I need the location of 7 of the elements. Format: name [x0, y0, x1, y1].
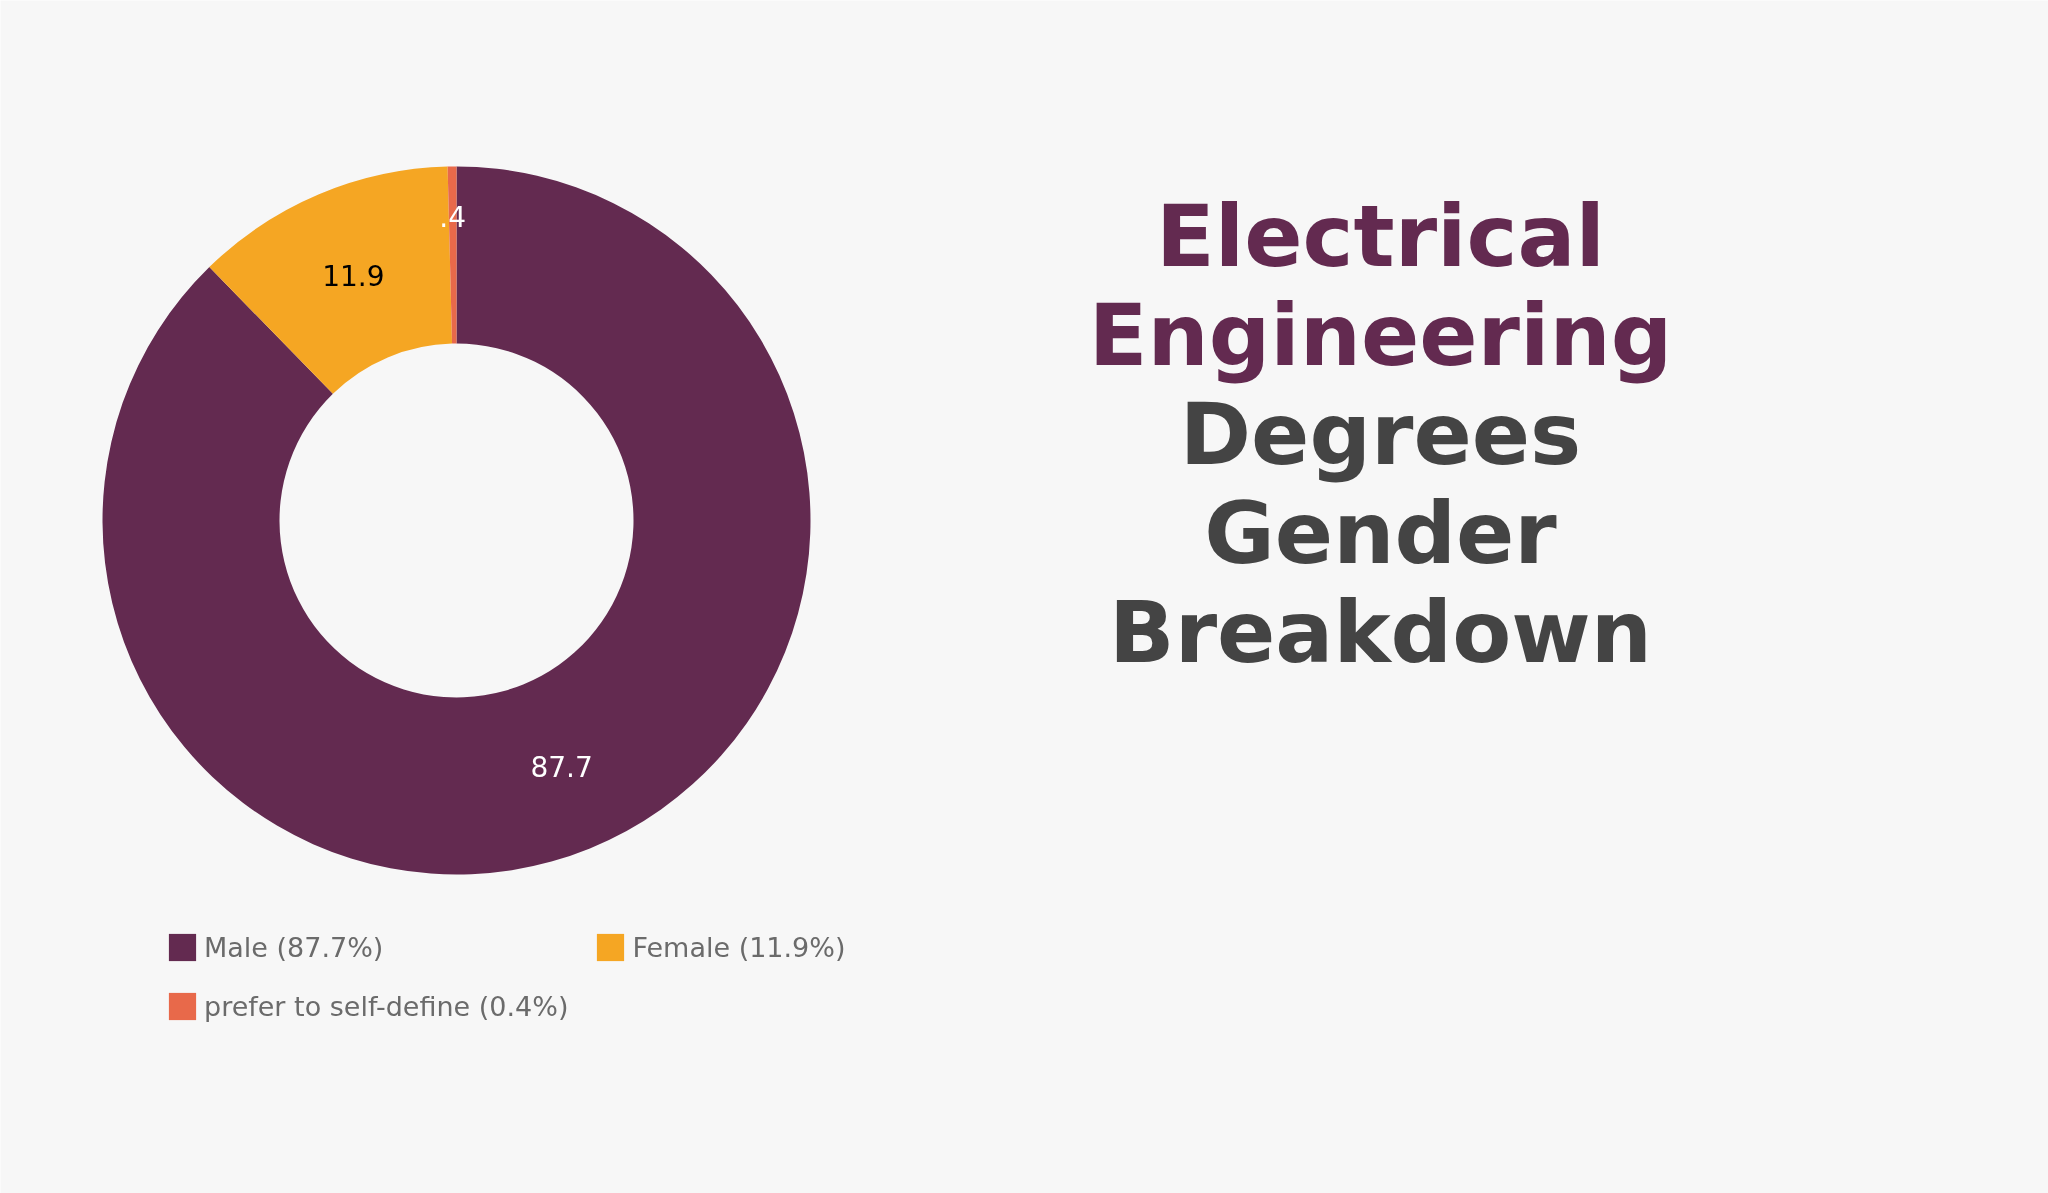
data-label: 11.9 — [322, 260, 385, 294]
text: Degrees Gender Breakdown — [1109, 383, 1652, 682]
legend-label: prefer to self-define (0.4%) — [204, 990, 569, 1022]
legend-label: Male (87.7%) — [204, 931, 384, 963]
data-label: 87.7 — [530, 750, 593, 784]
text: Electrical Engineering — [1088, 185, 1673, 385]
legend-label: Female (11.9%) — [632, 931, 846, 963]
